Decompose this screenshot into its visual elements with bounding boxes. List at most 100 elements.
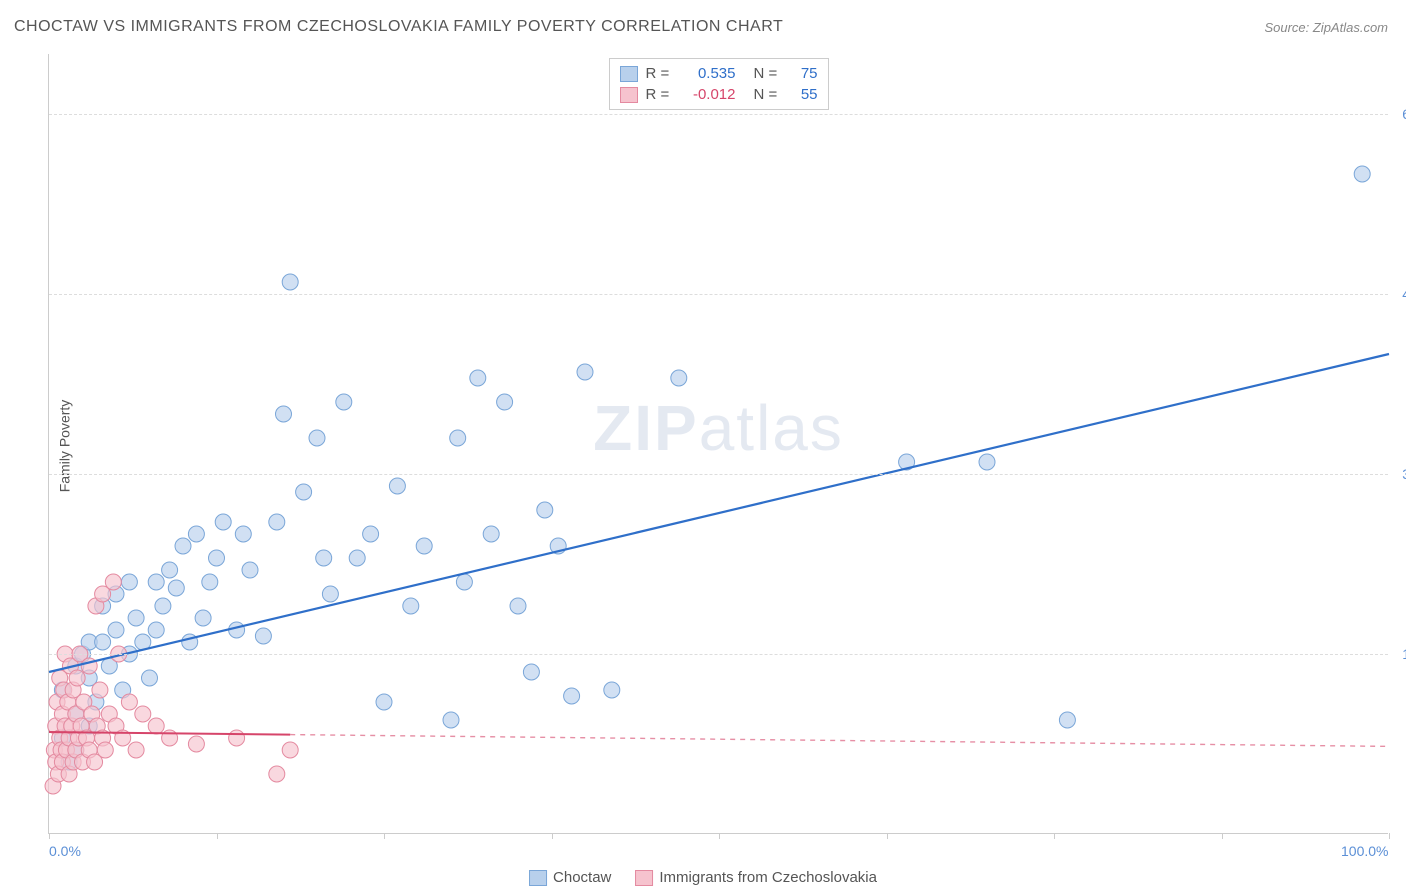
r-label: R = — [646, 86, 672, 103]
scatter-point — [564, 688, 580, 704]
scatter-point — [162, 562, 178, 578]
scatter-point — [537, 502, 553, 518]
scatter-point — [349, 550, 365, 566]
scatter-point — [416, 538, 432, 554]
scatter-point — [168, 580, 184, 596]
legend-label: Immigrants from Czechoslovakia — [659, 869, 877, 886]
scatter-point — [202, 574, 218, 590]
scatter-point — [456, 574, 472, 590]
x-tick — [552, 833, 553, 839]
x-tick — [49, 833, 50, 839]
y-tick-label: 15.0% — [1402, 646, 1406, 662]
chart-container: CHOCTAW VS IMMIGRANTS FROM CZECHOSLOVAKI… — [0, 0, 1406, 892]
scatter-point — [155, 598, 171, 614]
scatter-point — [195, 610, 211, 626]
y-tick-label: 30.0% — [1402, 466, 1406, 482]
scatter-point — [121, 694, 137, 710]
y-tick-label: 60.0% — [1402, 106, 1406, 122]
x-tick — [217, 833, 218, 839]
scatter-point — [363, 526, 379, 542]
n-value: 55 — [788, 86, 818, 103]
scatter-point — [69, 670, 85, 686]
scatter-point — [316, 550, 332, 566]
scatter-point — [376, 694, 392, 710]
scatter-point — [235, 526, 251, 542]
scatter-point — [121, 574, 137, 590]
scatter-point — [523, 664, 539, 680]
scatter-svg — [49, 54, 1388, 833]
gridline — [49, 474, 1388, 475]
scatter-point — [148, 574, 164, 590]
scatter-point — [97, 742, 113, 758]
scatter-point — [209, 550, 225, 566]
legend-label: Choctaw — [553, 869, 611, 886]
x-tick — [887, 833, 888, 839]
series-swatch — [620, 87, 638, 103]
r-value: -0.012 — [680, 86, 736, 103]
scatter-point — [188, 526, 204, 542]
scatter-point — [470, 370, 486, 386]
gridline — [49, 654, 1388, 655]
scatter-point — [105, 574, 121, 590]
scatter-point — [148, 718, 164, 734]
x-tick — [384, 833, 385, 839]
scatter-point — [175, 538, 191, 554]
n-label: N = — [754, 65, 780, 82]
scatter-point — [1059, 712, 1075, 728]
gridline — [49, 294, 1388, 295]
scatter-point — [128, 610, 144, 626]
y-tick-label: 45.0% — [1402, 286, 1406, 302]
scatter-point — [336, 394, 352, 410]
scatter-point — [229, 622, 245, 638]
scatter-point — [1354, 166, 1370, 182]
x-tick — [1054, 833, 1055, 839]
scatter-point — [979, 454, 995, 470]
r-label: R = — [646, 65, 672, 82]
scatter-point — [450, 430, 466, 446]
n-label: N = — [754, 86, 780, 103]
scatter-point — [282, 274, 298, 290]
scatter-point — [322, 586, 338, 602]
scatter-point — [403, 598, 419, 614]
chart-title: CHOCTAW VS IMMIGRANTS FROM CZECHOSLOVAKI… — [14, 18, 783, 36]
scatter-point — [309, 430, 325, 446]
plot-area: ZIPatlas R =0.535N =75R =-0.012N =55 15.… — [48, 54, 1388, 834]
scatter-point — [229, 730, 245, 746]
x-tick — [1222, 833, 1223, 839]
scatter-point — [296, 484, 312, 500]
scatter-point — [282, 742, 298, 758]
scatter-point — [604, 682, 620, 698]
scatter-point — [255, 628, 271, 644]
scatter-point — [188, 736, 204, 752]
x-tick — [1389, 833, 1390, 839]
scatter-point — [443, 712, 459, 728]
legend-item: Choctaw — [529, 869, 611, 886]
x-tick — [719, 833, 720, 839]
scatter-point — [577, 364, 593, 380]
scatter-point — [148, 622, 164, 638]
trend-line — [49, 354, 1389, 672]
legend-item: Immigrants from Czechoslovakia — [635, 869, 877, 886]
scatter-point — [108, 622, 124, 638]
scatter-point — [389, 478, 405, 494]
gridline — [49, 114, 1388, 115]
scatter-point — [242, 562, 258, 578]
stats-row: R = -0.012 N = 55 — [620, 84, 818, 105]
scatter-point — [92, 682, 108, 698]
source-label: Source: ZipAtlas.com — [1264, 20, 1388, 35]
stats-row: R = 0.535 N = 75 — [620, 63, 818, 84]
scatter-point — [276, 406, 292, 422]
scatter-point — [269, 514, 285, 530]
scatter-point — [497, 394, 513, 410]
scatter-point — [483, 526, 499, 542]
r-value: 0.535 — [680, 65, 736, 82]
scatter-point — [671, 370, 687, 386]
legend-swatch — [529, 870, 547, 886]
stats-box: R = 0.535 N = 75 R = -0.012 N = 55 — [609, 58, 829, 110]
series-swatch — [620, 66, 638, 82]
legend: Choctaw Immigrants from Czechoslovakia — [529, 869, 877, 886]
x-tick-label: 100.0% — [1341, 843, 1388, 859]
scatter-point — [128, 742, 144, 758]
scatter-point — [95, 634, 111, 650]
n-value: 75 — [788, 65, 818, 82]
